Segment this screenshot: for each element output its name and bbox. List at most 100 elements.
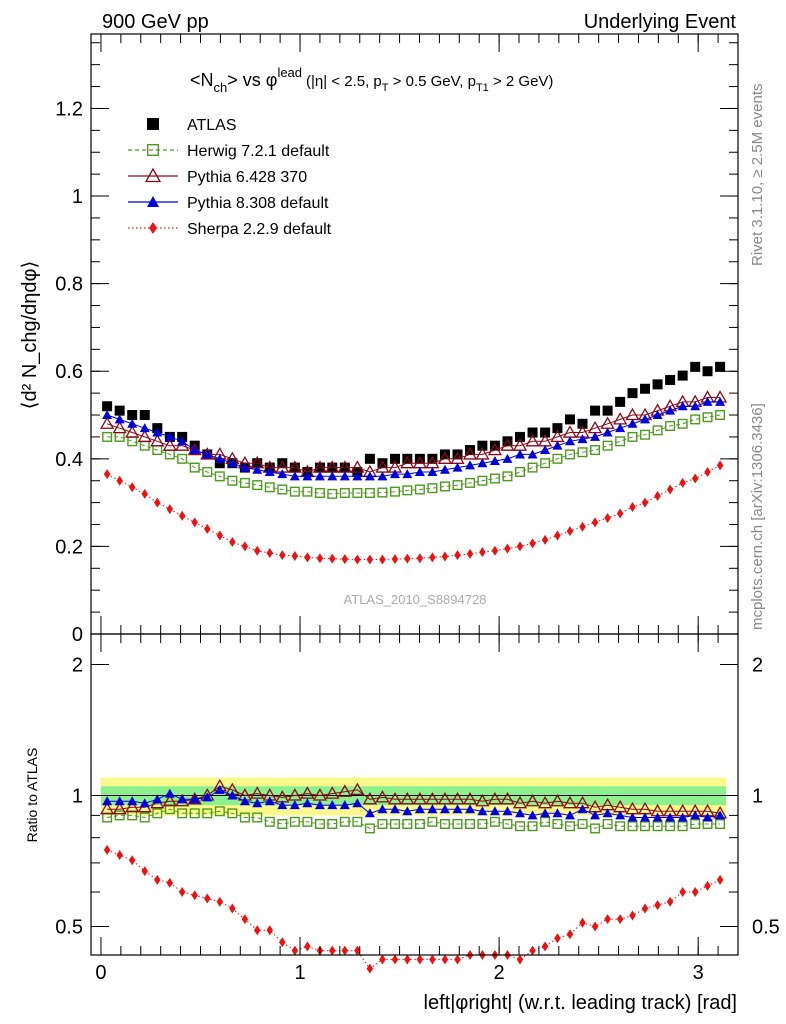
marker-triangle-open — [100, 801, 115, 815]
marker-square-filled — [552, 423, 563, 434]
marker-diamond-filled — [154, 874, 161, 885]
marker-triangle-open — [412, 791, 427, 805]
panel-frames — [90, 33, 739, 956]
legend: ATLAS Herwig 7.2.1 default Pythia 6.428 37… — [128, 117, 332, 238]
marker-square-open — [102, 431, 113, 442]
marker-triangle-filled — [540, 808, 551, 818]
marker-square-open — [590, 445, 601, 456]
marker-diamond-filled — [416, 954, 424, 965]
marker-square-filled — [465, 445, 476, 456]
marker-diamond-filled — [241, 541, 249, 552]
tick-label: 1 — [294, 962, 305, 984]
tick-label: 1.2 — [55, 98, 83, 120]
marker-triangle-filled — [264, 796, 275, 806]
title-part-main: <N — [190, 70, 214, 90]
marker-square-filled — [665, 374, 676, 385]
marker-square-open — [602, 440, 613, 451]
marker-triangle-filled — [590, 431, 601, 441]
tick-label: 1 — [72, 186, 83, 208]
marker-triangle-filled — [590, 810, 601, 820]
marker-triangle-filled — [327, 471, 338, 481]
marker-triangle-filled — [489, 806, 500, 816]
marker-triangle-open — [625, 407, 640, 421]
marker-square-filled — [102, 401, 113, 412]
marker-diamond-filled — [479, 547, 486, 558]
marker-triangle-open — [362, 791, 378, 805]
marker-diamond-filled — [641, 497, 649, 508]
marker-diamond-filled — [204, 523, 211, 534]
marker-square-filled — [677, 370, 688, 381]
marker-square-open — [277, 818, 288, 829]
marker-square-filled — [527, 427, 538, 438]
marker-square-open — [477, 818, 488, 829]
tick-label: 3 — [693, 962, 704, 984]
marker-square-open — [177, 453, 188, 464]
marker-triangle-filled — [264, 466, 275, 476]
marker-triangle-filled — [690, 401, 701, 411]
marker-square-open — [552, 453, 563, 464]
marker-triangle-filled — [252, 464, 263, 474]
marker-triangle-open — [450, 791, 465, 805]
marker-triangle-filled — [164, 431, 175, 441]
marker-triangle-open — [162, 438, 177, 451]
marker-square-open — [564, 449, 575, 460]
marker-triangle-open — [287, 788, 302, 801]
marker-square-open — [377, 487, 388, 498]
marker-square-open — [239, 477, 250, 488]
marker-triangle-filled — [577, 804, 588, 814]
marker-square-open — [515, 466, 526, 477]
ratio-herwig-7-2-1-default — [102, 804, 726, 834]
marker-diamond-filled — [666, 484, 674, 495]
tick-label: 1 — [72, 785, 83, 807]
marker-square-filled — [627, 388, 638, 399]
marker-square-open — [252, 812, 263, 823]
marker-triangle-filled — [189, 445, 200, 455]
marker-diamond-filled — [616, 914, 624, 925]
marker-diamond-filled — [629, 501, 636, 512]
marker-triangle-filled — [414, 466, 425, 476]
marker-square-open — [690, 818, 701, 829]
marker-triangle-filled — [339, 800, 350, 810]
marker-diamond-filled — [279, 550, 286, 561]
marker-square-open — [640, 821, 651, 832]
marker-square-filled — [702, 366, 713, 377]
marker-triangle-filled — [615, 810, 626, 820]
marker-square-open — [452, 480, 463, 491]
marker-triangle-open — [400, 791, 415, 805]
marker-diamond-filled — [579, 917, 586, 928]
marker-diamond-filled — [141, 488, 149, 499]
marker-triangle-open — [487, 442, 503, 456]
marker-diamond-filled — [154, 497, 161, 508]
marker-square-open — [339, 816, 350, 827]
marker-triangle-filled — [690, 810, 701, 820]
marker-diamond-filled — [191, 890, 198, 901]
marker-square-open — [352, 487, 363, 498]
marker-diamond-filled — [429, 552, 436, 563]
marker-triangle-filled — [164, 788, 175, 798]
marker-triangle-filled — [564, 810, 575, 820]
marker-square-filled — [139, 410, 150, 421]
marker-square-filled — [452, 449, 463, 460]
marker-diamond-filled — [491, 545, 499, 556]
marker-diamond-filled — [716, 460, 724, 471]
marker-square-open — [427, 483, 438, 494]
marker-triangle-filled — [389, 469, 400, 479]
marker-square-open — [627, 821, 638, 832]
marker-diamond-filled — [604, 512, 611, 523]
ratio-pythia-8-308-default — [102, 784, 726, 822]
marker-square-filled — [389, 453, 400, 464]
marker-triangle-open — [600, 416, 615, 429]
marker-triangle-open — [562, 425, 578, 438]
marker-triangle-filled — [339, 471, 350, 481]
marker-triangle-open — [525, 793, 540, 807]
marker-triangle-filled — [627, 812, 638, 822]
marker-triangle-filled — [602, 427, 613, 437]
marker-triangle-filled — [189, 794, 200, 804]
marker-diamond-filled — [166, 504, 174, 515]
marker-diamond-filled — [541, 534, 549, 545]
marker-square-open — [202, 466, 213, 477]
marker-diamond-filled — [504, 543, 511, 554]
marker-triangle-open — [562, 795, 578, 809]
legend-label: Pythia 8.308 default — [187, 195, 329, 212]
